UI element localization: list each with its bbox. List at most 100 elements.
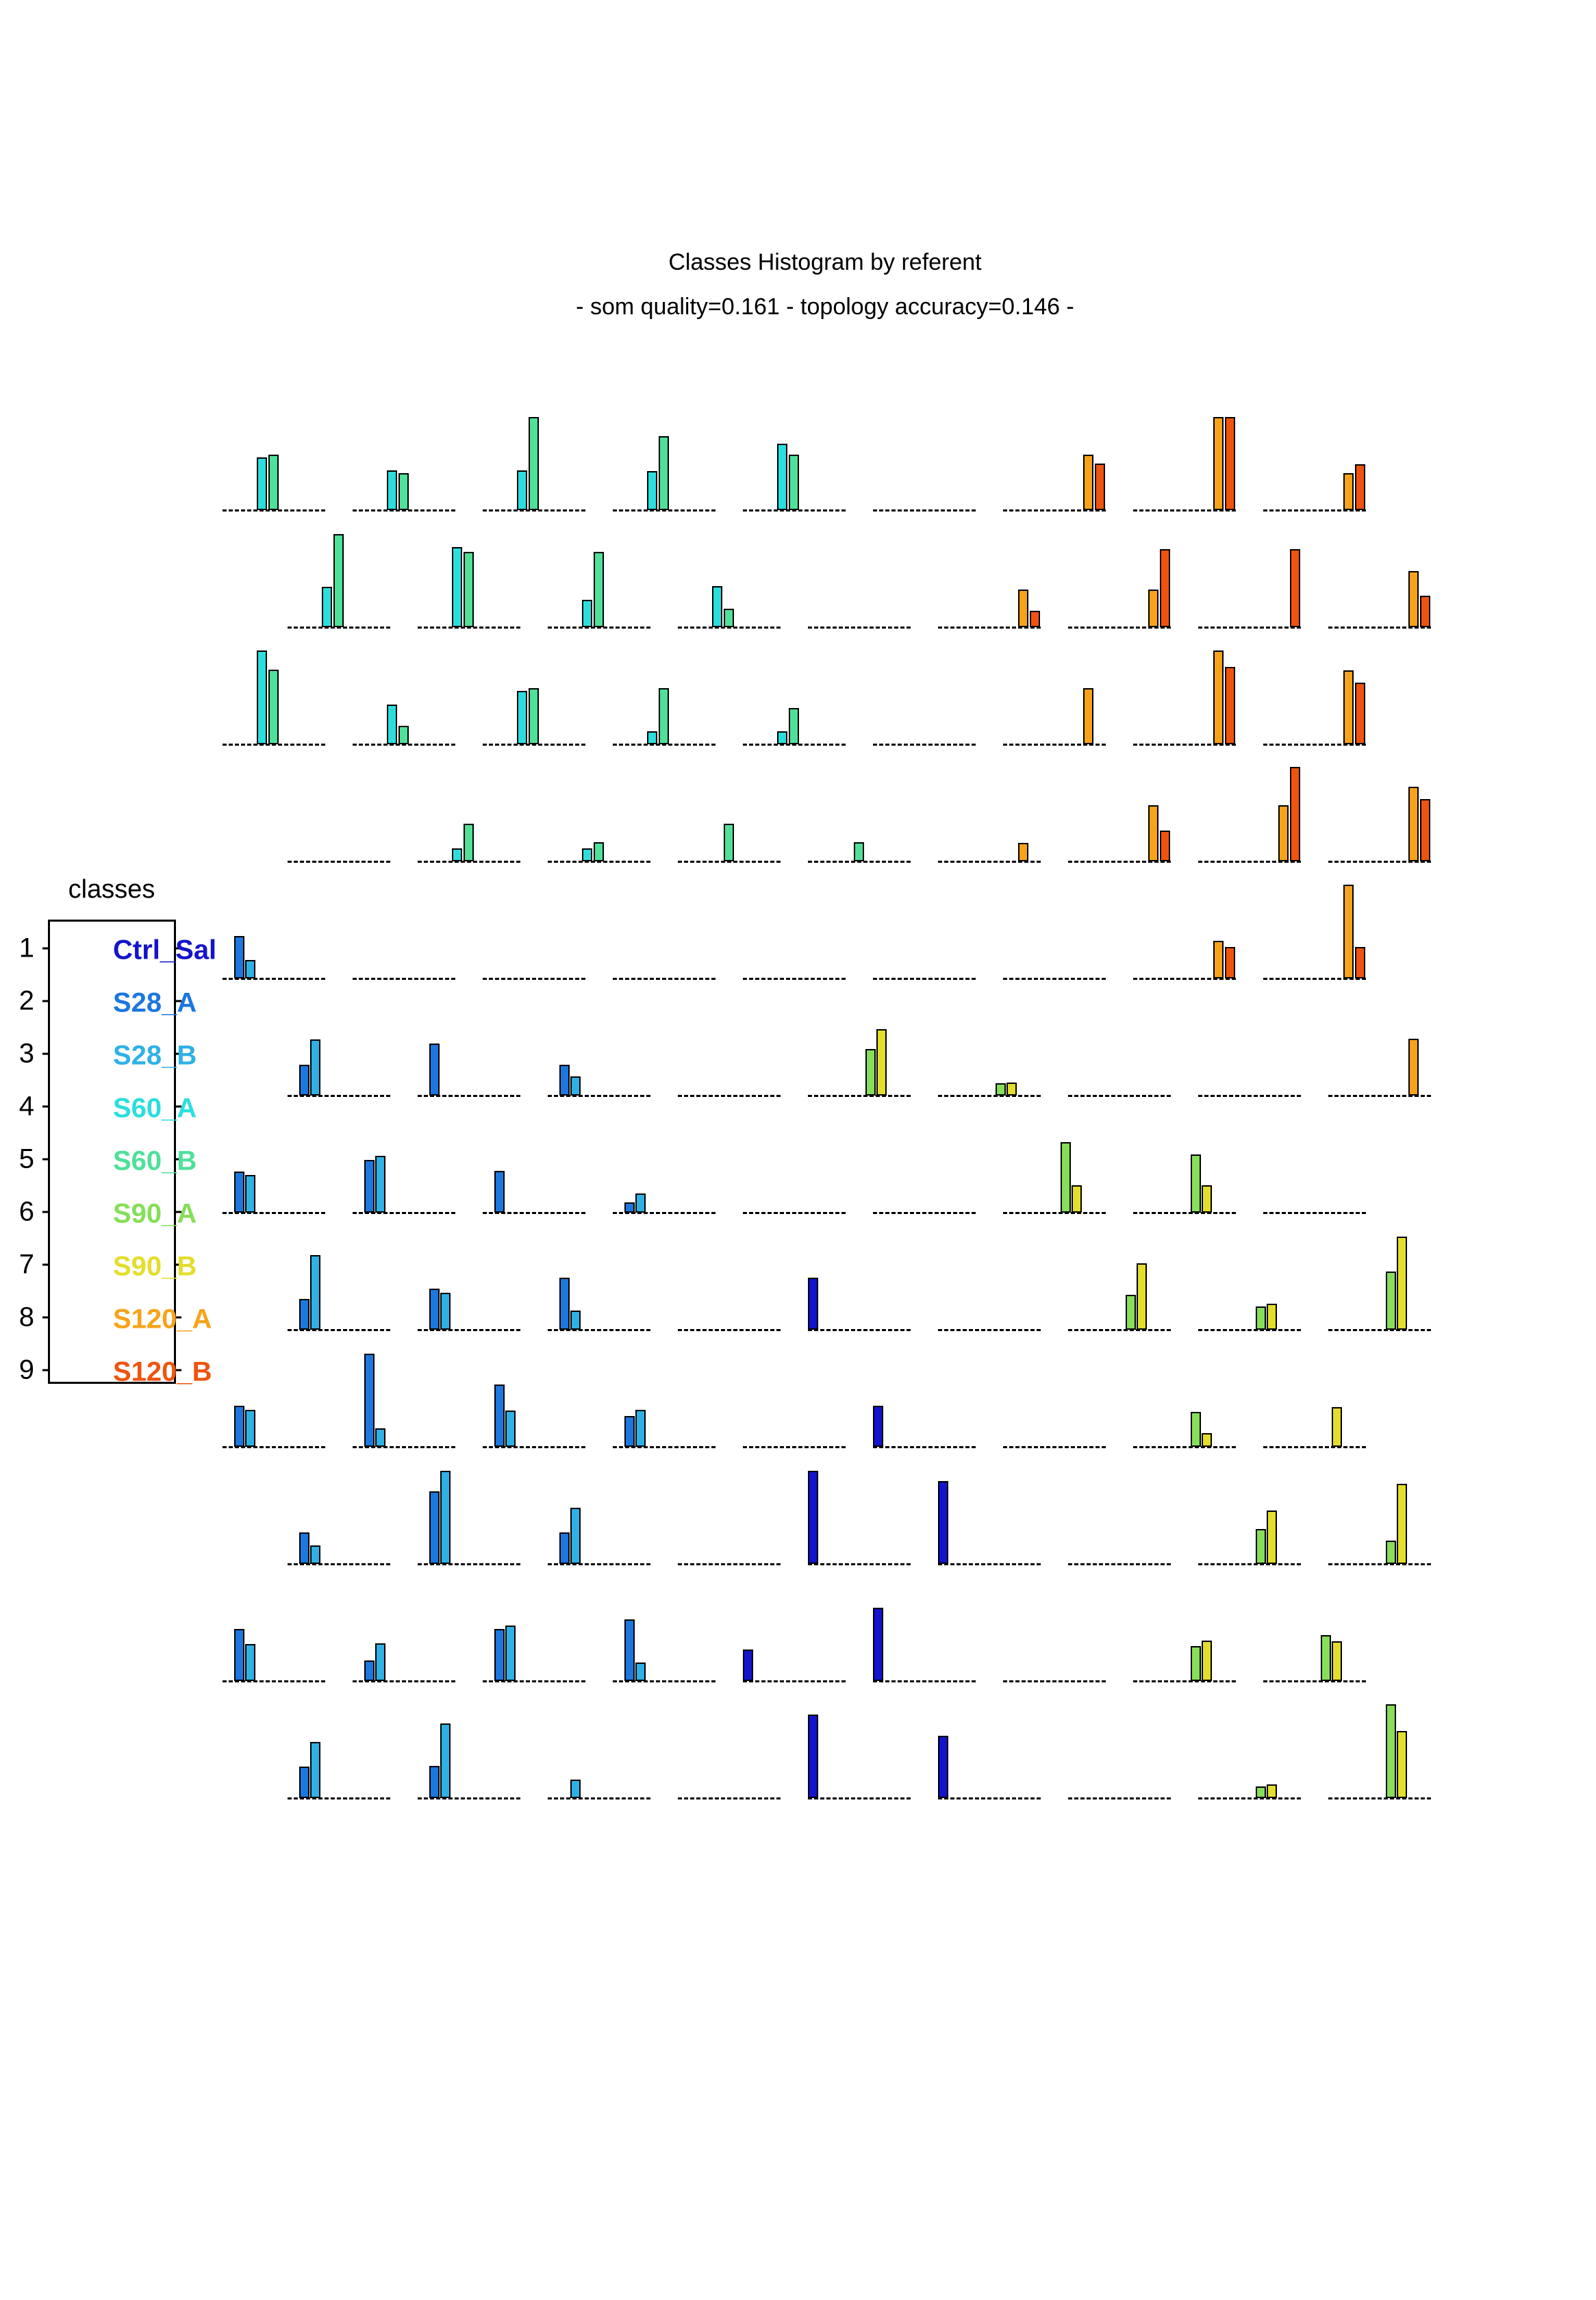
cell-baseline [938,1563,1041,1565]
histogram-bar-S60_B [398,473,409,510]
som-cell-r12-c7 [1068,1695,1171,1799]
som-cell-r10-c4 [678,1461,781,1565]
cell-baseline [353,744,455,746]
legend-tick-mark [170,1211,181,1213]
som-cell-r6-c1 [288,993,390,1097]
histogram-bar-Ctrl_Sal [938,1736,948,1798]
cell-baseline [1133,978,1236,980]
histogram-bar-S120_A [1148,805,1158,861]
cell-baseline [938,1329,1041,1331]
histogram-bar-S90_B [1202,1641,1212,1681]
som-cell-r10-c9 [1328,1461,1431,1565]
histogram-bar-Ctrl_Sal [808,1278,818,1330]
histogram-bar-S28_A [624,1619,635,1681]
cell-baseline [223,1446,325,1448]
histogram-bar-S60_B [398,726,409,744]
som-cell-r12-c6 [938,1695,1041,1799]
histogram-bar-Ctrl_Sal [808,1471,818,1564]
histogram-bar-S120_B [1160,549,1170,627]
histogram-bar-S28_B [635,1410,646,1447]
chart-title: Classes Histogram by referent [668,249,982,275]
som-cell-r10-c3 [548,1461,650,1565]
histogram-bar-S90_B [1397,1237,1407,1330]
histogram-bar-S120_B [1095,464,1105,510]
cell-baseline [1328,1329,1431,1331]
histogram-bar-S90_A [1321,1635,1331,1681]
cell-baseline [808,1797,911,1799]
som-cell-r4-c2 [418,759,520,863]
histogram-bar-S60_B [789,708,799,744]
som-cell-r11-c1 [223,1578,325,1682]
histogram-bar-S28_B [375,1156,385,1213]
som-cell-r8-c9 [1328,1227,1431,1331]
cell-baseline [1133,744,1236,746]
som-cell-r9-c8 [1133,1344,1236,1448]
cell-baseline [1003,509,1106,511]
histogram-bar-S60_A [712,586,722,627]
som-cell-r7-c8 [1133,1110,1236,1214]
cell-baseline [808,1329,911,1331]
legend-item-number: 8 [18,1302,34,1332]
som-cell-r3-c3 [483,642,585,746]
histogram-bar-S90_B [1202,1433,1212,1447]
som-cell-r3-c5 [743,642,846,746]
cell-baseline [1068,1563,1171,1565]
histogram-bar-S28_B [440,1471,451,1564]
som-cell-r4-c9 [1328,759,1431,863]
cell-baseline [1133,1212,1236,1214]
histogram-bar-S60_B [594,552,604,627]
histogram-bar-S120_B [1420,799,1430,861]
histogram-bar-S120_B [1160,831,1170,861]
histogram-bar-S28_A [429,1491,440,1564]
som-cell-r3-c1 [223,642,325,746]
histogram-bar-S90_B [1267,1784,1277,1798]
histogram-bar-S120_B [1290,549,1300,627]
histogram-bar-S90_B [1267,1304,1277,1330]
cell-baseline [1328,627,1431,629]
legend-tick-mark [170,1000,181,1002]
histogram-bar-S28_A [299,1065,309,1096]
som-cell-r5-c1 [223,876,325,980]
cell-baseline [1068,861,1171,863]
cell-baseline [548,1563,650,1565]
cell-baseline [743,1212,846,1214]
histogram-bar-S28_A [364,1660,375,1681]
cell-baseline [743,978,846,980]
cell-baseline [1003,1446,1106,1448]
histogram-bar-S60_A [387,705,397,744]
histogram-bar-S120_A [1083,688,1093,744]
histogram-bar-S90_A [1386,1704,1396,1798]
cell-baseline [548,1797,650,1799]
histogram-bar-S28_A [494,1629,505,1681]
som-cell-r1-c5 [743,407,846,511]
som-cell-r6-c2 [418,993,520,1097]
histogram-bar-Ctrl_Sal [938,1481,948,1564]
som-cell-r3-c6 [873,642,976,746]
legend-item-label-S120_B: S120_B [113,1356,212,1387]
cell-baseline [223,509,325,511]
cell-baseline [418,1329,520,1331]
som-cell-r12-c3 [548,1695,650,1799]
som-cell-r11-c3 [483,1578,585,1682]
cell-baseline [418,1095,520,1097]
som-cell-r2-c2 [418,525,520,629]
histogram-bar-S28_B [440,1723,451,1798]
histogram-bar-S90_B [1267,1511,1277,1564]
histogram-bar-S28_B [245,1175,255,1213]
histogram-bar-S90_B [1137,1263,1147,1330]
cell-baseline [873,744,976,746]
histogram-bar-S90_A [1191,1412,1201,1447]
cell-baseline [288,1329,390,1331]
som-cell-r12-c9 [1328,1695,1431,1799]
histogram-bar-S28_B [375,1428,385,1447]
som-cell-r8-c5 [808,1227,911,1331]
som-cell-r5-c9 [1263,876,1366,980]
som-cell-r12-c8 [1198,1695,1301,1799]
histogram-bar-S120_A [1278,805,1289,861]
som-cell-r12-c2 [418,1695,520,1799]
histogram-bar-S60_B [464,824,474,861]
histogram-bar-S28_B [635,1663,646,1681]
som-cell-r6-c7 [1068,993,1171,1097]
som-cell-r11-c7 [1003,1578,1106,1682]
som-cell-r11-c9 [1263,1578,1366,1682]
